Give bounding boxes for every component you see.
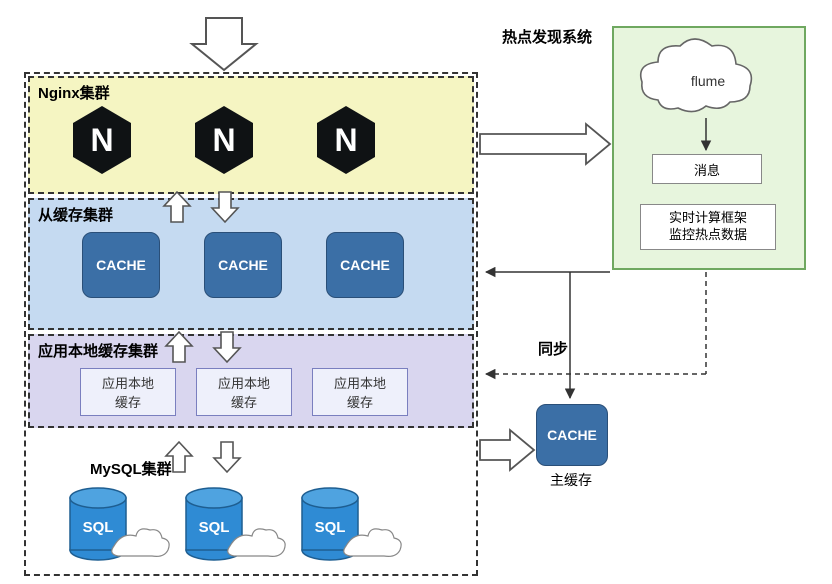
local-3: 应用本地 缓存	[312, 368, 408, 416]
main-cache-caption: 主缓存	[550, 470, 592, 490]
mysql-cluster-title: MySQL集群	[90, 458, 172, 479]
slave-cache-title: 从缓存集群	[38, 204, 113, 225]
main-cache: CACHE	[536, 404, 608, 466]
sync-label: 同步	[538, 338, 568, 359]
rt-line1: 实时计算框架	[669, 210, 747, 227]
hotspot-title: 热点发现系统	[502, 26, 592, 47]
cache-1: CACHE	[82, 232, 160, 298]
cache-2: CACHE	[204, 232, 282, 298]
nginx-cluster-title: Nginx集群	[38, 82, 110, 103]
realtime-box: 实时计算框架 监控热点数据	[640, 204, 776, 250]
local-cache-title: 应用本地缓存集群	[38, 340, 158, 361]
nginx-cluster: Nginx集群	[28, 76, 474, 194]
cache-3: CACHE	[326, 232, 404, 298]
local-1: 应用本地 缓存	[80, 368, 176, 416]
rt-line2: 监控热点数据	[669, 227, 747, 244]
msg-box: 消息	[652, 154, 762, 184]
local-2: 应用本地 缓存	[196, 368, 292, 416]
